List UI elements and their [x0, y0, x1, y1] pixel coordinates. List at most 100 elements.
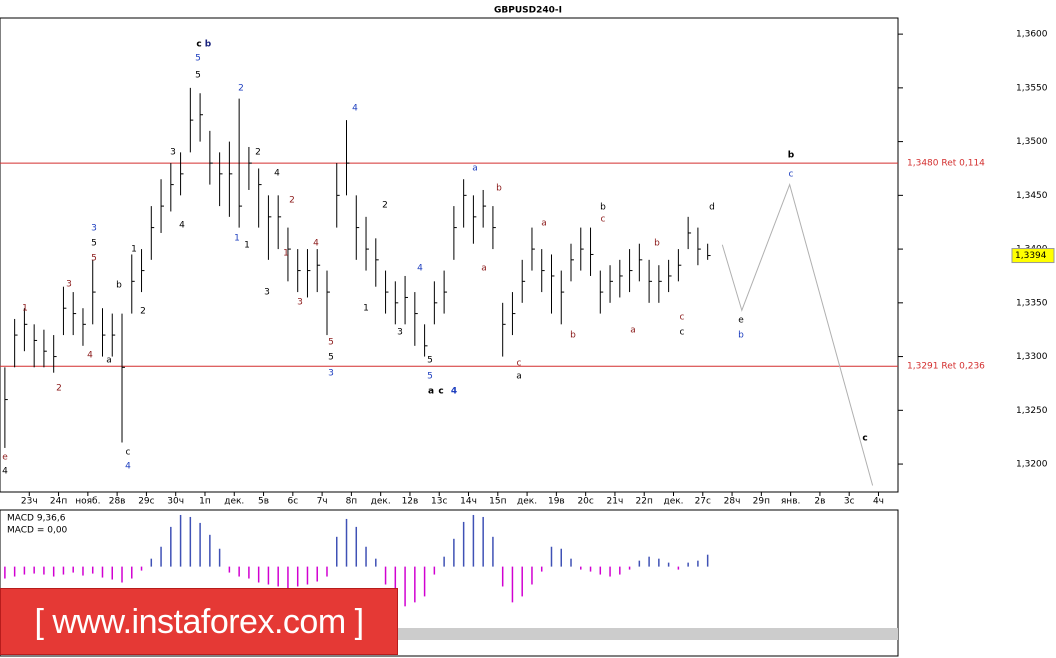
- wave-label: b: [496, 184, 502, 194]
- wave-label: 3: [264, 288, 270, 298]
- x-tick-label: 2в: [814, 497, 825, 507]
- wave-label: d: [709, 203, 715, 213]
- wave-label: 3: [66, 280, 72, 290]
- x-tick-label: 7ч: [317, 497, 328, 507]
- x-tick-label: 1п: [199, 497, 211, 507]
- wave-label: 4: [451, 387, 457, 397]
- x-tick-label: 15п: [489, 497, 506, 507]
- wave-label: a: [516, 372, 522, 382]
- level-label: 1,3480 Ret 0,114: [907, 159, 985, 169]
- y-tick-label: 1,3450: [1016, 191, 1048, 201]
- wave-label: b: [116, 281, 122, 291]
- x-tick-label: 8п: [346, 497, 358, 507]
- wave-label: c: [680, 313, 685, 323]
- wave-label: c: [438, 387, 443, 397]
- wave-label: b: [738, 331, 744, 341]
- wave-label: a: [428, 387, 434, 397]
- x-tick-label: нояб.: [75, 497, 100, 507]
- x-tick-label: 21ч: [607, 497, 624, 507]
- wave-label: b: [654, 239, 660, 249]
- x-tick-label: 13с: [431, 497, 447, 507]
- wave-label: a: [106, 356, 112, 366]
- wave-label: 4: [274, 169, 280, 179]
- y-tick-label: 1,3250: [1016, 406, 1048, 416]
- x-tick-label: 12в: [402, 497, 419, 507]
- wave-label: 4: [417, 264, 423, 274]
- wave-label: 3: [397, 328, 403, 338]
- wave-label: 1: [283, 249, 289, 259]
- x-tick-label: 5в: [258, 497, 269, 507]
- wave-label: 1: [131, 245, 137, 255]
- wave-label: 5: [195, 71, 201, 81]
- forecast-line: [721, 182, 874, 486]
- wave-label: 2: [255, 148, 261, 158]
- y-tick-label: 1,3600: [1016, 30, 1048, 40]
- wave-label: c: [196, 40, 201, 50]
- x-tick-label: дек.: [517, 497, 537, 507]
- y-tick-label: 1,3550: [1016, 83, 1048, 93]
- y-tick-label: 1,3300: [1016, 352, 1048, 362]
- x-tick-label: 22п: [636, 497, 653, 507]
- x-tick-label: 28ч: [724, 497, 741, 507]
- x-tick-label: 4ч: [873, 497, 884, 507]
- wave-label: 1: [363, 304, 369, 314]
- wave-label: 2: [238, 84, 244, 94]
- chart-title: GBPUSD240-I: [494, 6, 562, 16]
- wave-label: 4: [125, 462, 131, 472]
- wave-label: 2: [289, 196, 295, 206]
- wave-label: 5: [328, 353, 334, 363]
- wave-label: 5: [328, 338, 334, 348]
- wave-label: c: [517, 359, 522, 369]
- wave-label: 5: [427, 372, 433, 382]
- wave-label: 2: [56, 384, 62, 394]
- wave-label: c: [126, 448, 131, 458]
- wave-label: 4: [352, 104, 358, 114]
- macd-label: MACD 9,36,6: [7, 514, 66, 524]
- wave-label: 3: [91, 224, 97, 234]
- wave-label: b: [600, 203, 606, 213]
- wave-label: 4: [179, 221, 185, 231]
- wave-label: 2: [382, 201, 388, 211]
- wave-label: 5: [91, 254, 97, 264]
- y-tick-label: 1,3200: [1016, 460, 1048, 470]
- wave-label: 1: [234, 234, 240, 244]
- wave-label: 1: [244, 241, 250, 251]
- hatch-band: [398, 628, 898, 640]
- x-tick-label: 27с: [695, 497, 711, 507]
- wave-label: 5: [195, 54, 201, 64]
- wave-label: b: [788, 151, 795, 161]
- y-tick-label: 1,3500: [1016, 137, 1048, 147]
- x-tick-label: 20с: [577, 497, 593, 507]
- wave-label: 4: [87, 351, 93, 361]
- x-tick-label: 19в: [548, 497, 565, 507]
- last-price-label: 1,3394: [1015, 251, 1047, 261]
- x-tick-label: 28в: [109, 497, 126, 507]
- logo: [ www.instaforex.com ]: [0, 588, 398, 655]
- wave-label: 5: [427, 356, 433, 366]
- wave-label: 3: [297, 298, 303, 308]
- wave-label: a: [541, 219, 547, 229]
- x-tick-label: дек.: [663, 497, 683, 507]
- wave-label: b: [205, 40, 212, 50]
- wave-label: 5: [91, 239, 97, 249]
- x-tick-label: 14ч: [460, 497, 477, 507]
- wave-label: c: [601, 215, 606, 225]
- plot-frame: [0, 17, 899, 493]
- x-tick-label: 29п: [753, 497, 770, 507]
- x-tick-label: 23ч: [21, 497, 38, 507]
- x-tick-label: 29с: [138, 497, 154, 507]
- wave-label: a: [481, 264, 487, 274]
- wave-label: e: [2, 453, 8, 463]
- x-tick-label: 30ч: [167, 497, 184, 507]
- wave-label: 2: [140, 307, 146, 317]
- wave-label: 1: [22, 304, 28, 314]
- wave-label: e: [738, 316, 744, 326]
- level-label: 1,3291 Ret 0,236: [907, 362, 985, 372]
- x-tick-label: дек.: [371, 497, 391, 507]
- x-tick-label: 3с: [844, 497, 855, 507]
- wave-label: c: [680, 328, 685, 338]
- x-tick-label: дек.: [224, 497, 244, 507]
- wave-label: b: [570, 331, 576, 341]
- x-tick-label: янв.: [781, 497, 800, 507]
